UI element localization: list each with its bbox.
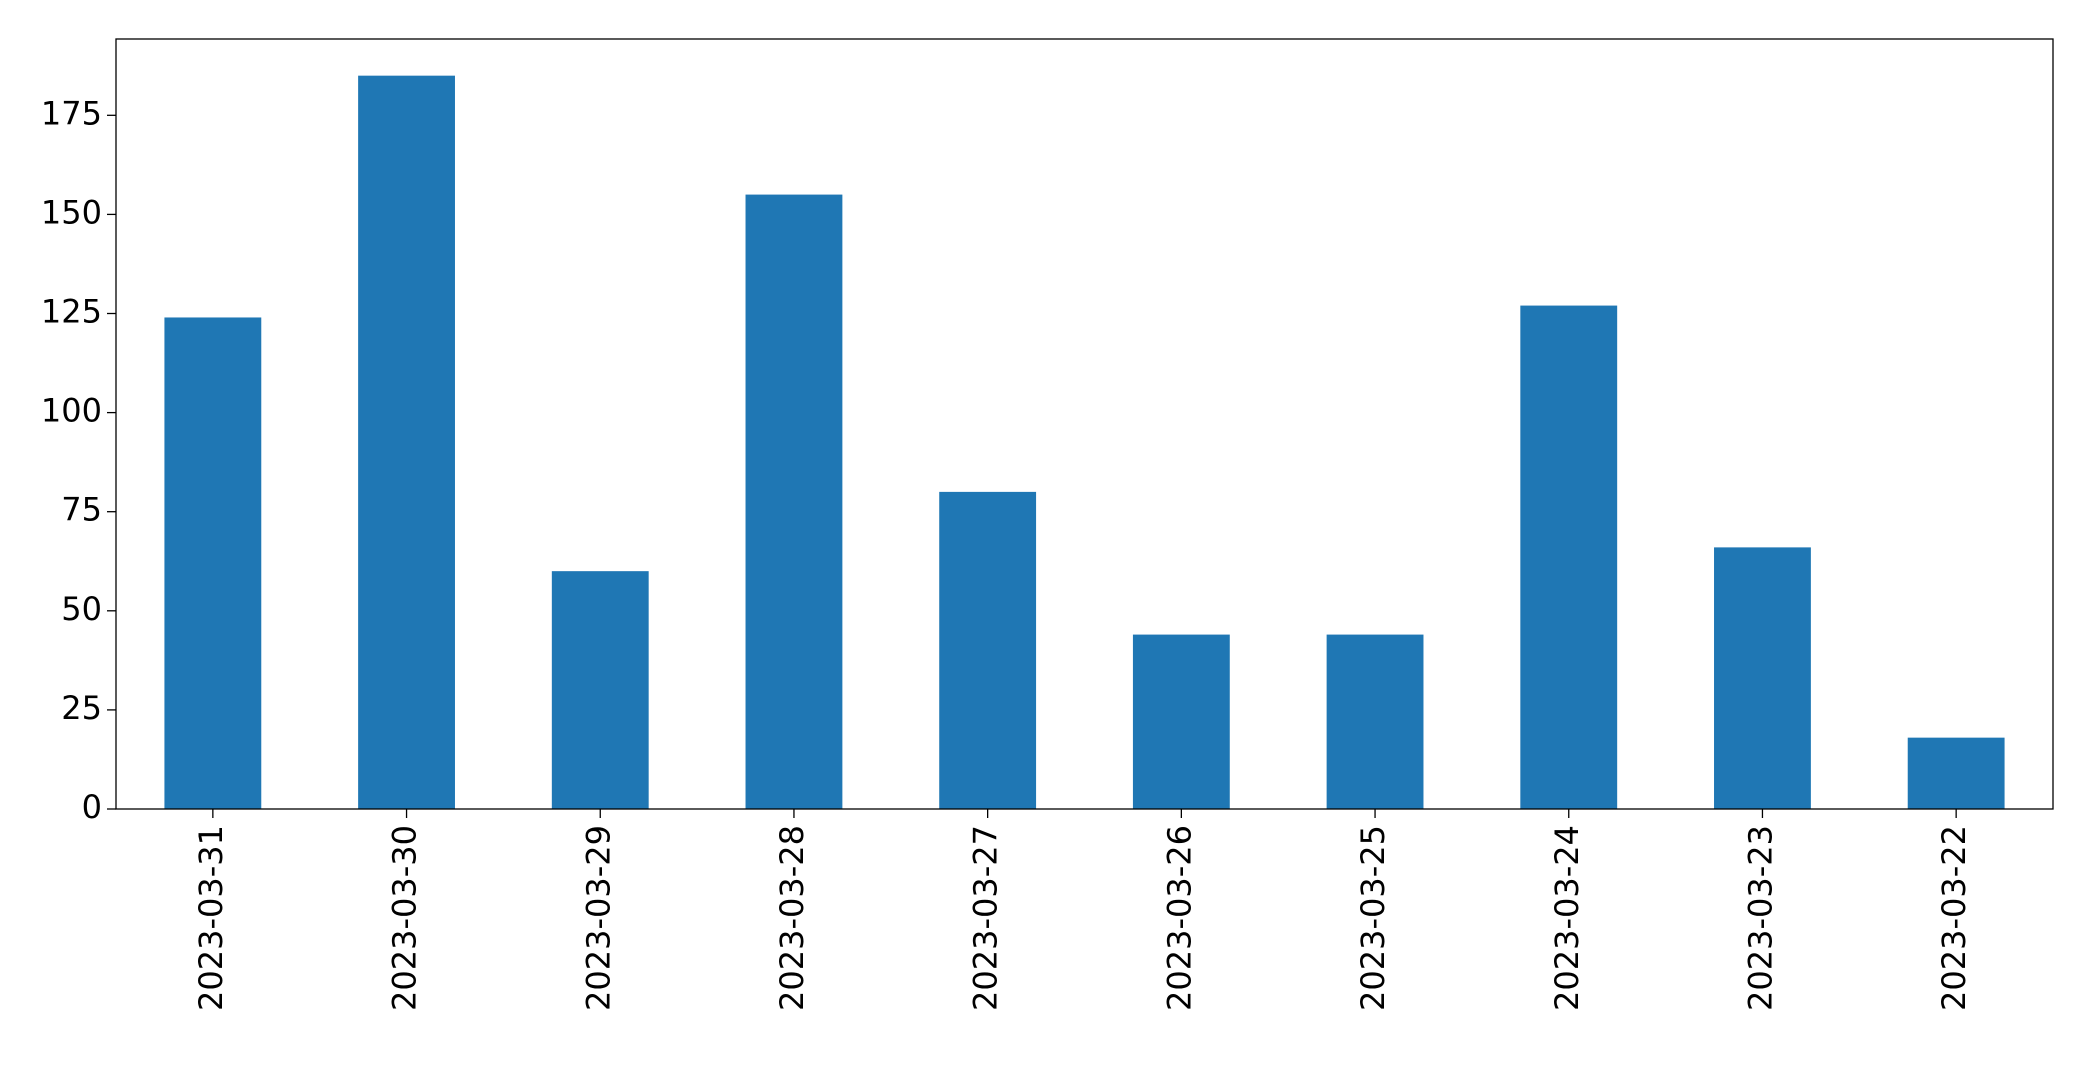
x-tick-label: 2023-03-27 — [967, 825, 1005, 1011]
x-tick-label: 2023-03-30 — [386, 825, 424, 1011]
bar — [1326, 634, 1424, 809]
bar — [1907, 737, 2005, 809]
x-tick-label: 2023-03-29 — [579, 825, 617, 1011]
x-tick-label: 2023-03-28 — [773, 825, 811, 1011]
x-tick-label: 2023-03-22 — [1935, 825, 1973, 1011]
y-tick-label: 50 — [61, 590, 102, 628]
x-tick-label: 2023-03-23 — [1741, 825, 1779, 1011]
bar — [1132, 634, 1230, 809]
bar — [1714, 547, 1811, 809]
x-tick-label: 2023-03-24 — [1548, 825, 1586, 1011]
y-tick-label: 0 — [82, 788, 102, 826]
y-tick-label: 150 — [41, 193, 102, 231]
bar — [164, 317, 262, 809]
bar — [1520, 305, 1618, 809]
bar — [939, 491, 1037, 809]
x-tick-label: 2023-03-31 — [192, 825, 230, 1011]
x-tick-label: 2023-03-26 — [1160, 825, 1198, 1011]
plot-frame — [115, 38, 2054, 810]
y-tick-label: 100 — [41, 392, 102, 430]
y-tick-label: 25 — [61, 689, 102, 727]
y-tick-label: 175 — [41, 94, 102, 132]
x-tick-label: 2023-03-25 — [1354, 825, 1392, 1011]
bar — [358, 75, 455, 809]
y-tick-label: 125 — [41, 293, 102, 331]
y-tick-label: 75 — [61, 491, 102, 529]
bar — [551, 571, 649, 809]
bar — [745, 194, 843, 810]
